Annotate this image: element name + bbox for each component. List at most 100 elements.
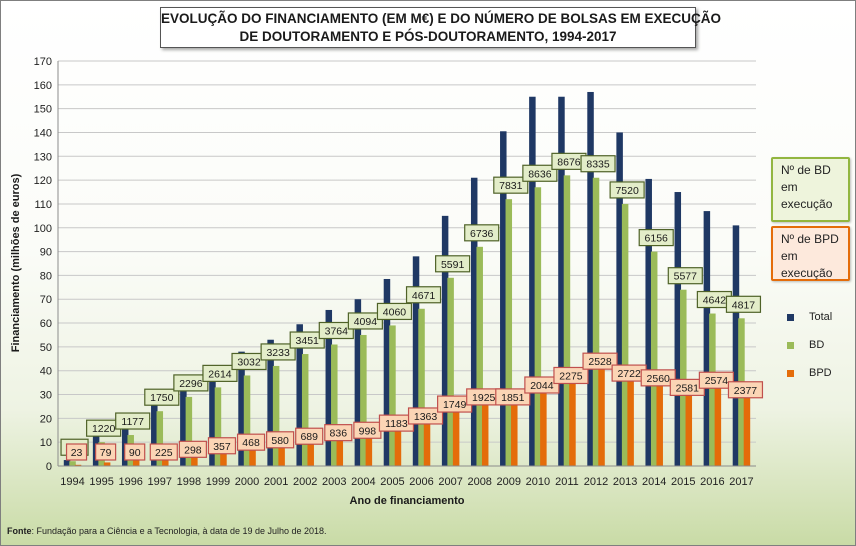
bpd-count-label: 23 (71, 447, 83, 459)
bpd-count-label: 1183 (385, 418, 408, 430)
bd-count-label-box (318, 321, 354, 340)
bpd-count-label-box (495, 388, 531, 406)
bd-count-label: 2614 (208, 368, 232, 380)
bd-count-label: 1750 (150, 392, 174, 404)
x-tick-label: 2008 (467, 476, 491, 488)
bar-bpd (714, 380, 722, 466)
bar-bd (418, 308, 425, 466)
bd-count-label: 4671 (412, 290, 436, 302)
bar-total (587, 91, 594, 467)
bd-count-label-box (376, 302, 413, 321)
bar-bd (156, 411, 164, 466)
bar-bd (476, 246, 483, 466)
bar-bd (650, 251, 658, 466)
bpd-count-label-box (295, 427, 324, 445)
bar-bpd (511, 396, 518, 466)
source-note: Fonte: Fundação para a Ciência e a Tecno… (7, 526, 327, 536)
legend-label-bd: BD (809, 339, 825, 351)
bd-count-label: 7831 (499, 180, 523, 192)
bar-bpd (307, 436, 314, 466)
bar-bpd (598, 361, 605, 466)
bpd-count-label-box (553, 366, 589, 385)
bar-total (616, 132, 623, 466)
bar-bd (592, 177, 600, 466)
bar-bd (621, 203, 629, 467)
y-tick-label: 90 (40, 247, 52, 259)
bpd-count-label: 998 (359, 425, 377, 437)
y-tick-label: 0 (46, 461, 52, 473)
bd-count-label-box (202, 364, 238, 382)
bpd-count-label: 90 (129, 447, 141, 459)
chart-title-line-1: EVOLUÇÃO DO FINANCIAMENTO (EM M€) E DO N… (161, 11, 722, 26)
legend-label-bpd: BPD (809, 367, 832, 379)
x-tick-label: 2009 (497, 476, 521, 488)
x-tick-label: 2005 (380, 476, 404, 488)
bd-count-label: 3032 (237, 356, 261, 368)
bar-bpd (103, 462, 111, 466)
chart-title-line-2: DE DOUTORAMENTO E PÓS-DOUTORAMENTO, 1994… (239, 29, 617, 44)
bar-total (180, 380, 187, 466)
bar-bpd (481, 396, 489, 466)
bpd-count-label-box (640, 369, 676, 387)
x-tick-label: 2015 (671, 476, 695, 488)
bd-count-label-box (464, 224, 500, 242)
bar-bd (243, 375, 251, 466)
bar-bpd (394, 423, 402, 466)
source-text: : Fundação para a Ciência e a Tecnologia… (31, 526, 327, 536)
bpd-count-label-box (524, 376, 560, 394)
y-tick-label: 10 (40, 437, 52, 449)
bd-count-label: 5577 (674, 271, 698, 283)
bpd-count-label-box (236, 433, 266, 451)
bar-total (325, 309, 333, 466)
y-tick-label: 70 (40, 294, 52, 306)
bpd-count-label: 2581 (676, 382, 700, 394)
bd-count-label: 8335 (586, 159, 610, 171)
bar-total (500, 131, 507, 466)
bar-bd (709, 313, 716, 466)
bpd-count-label: 1851 (501, 392, 525, 404)
bar-total (383, 278, 391, 466)
bd-count-label: 8676 (557, 156, 581, 168)
x-tick-label: 2014 (642, 476, 666, 488)
x-tick-label: 2016 (700, 476, 724, 488)
x-tick-label: 1994 (60, 476, 84, 488)
bpd-count-label: 580 (271, 435, 289, 447)
bpd-count-label: 2528 (588, 356, 612, 368)
bd-count-label: 6736 (470, 228, 494, 240)
bpd-count-label: 1749 (443, 399, 467, 411)
bpd-count-label: 2574 (705, 375, 729, 387)
bd-count-label: 3764 (325, 326, 349, 338)
bar-total (645, 178, 652, 467)
y-tick-label: 130 (34, 151, 52, 163)
bpd-callout: Nº de BPD em execução (771, 226, 850, 281)
bar-total (529, 96, 536, 466)
bar-bpd (423, 415, 431, 466)
bd-count-label-box (725, 295, 762, 313)
bar-total (267, 339, 274, 466)
bpd-count-label-box (324, 424, 353, 442)
bd-count-label-box (289, 331, 325, 349)
bpd-count-label-box (124, 443, 146, 461)
bpd-count-label: 2044 (530, 380, 554, 392)
x-tick-label: 1999 (206, 476, 230, 488)
bar-total (732, 225, 740, 466)
bd-count-label: 1220 (92, 423, 116, 435)
bd-count-label: 4642 (703, 295, 727, 307)
bd-count-label: 5591 (441, 259, 465, 271)
x-tick-label: 2006 (409, 476, 433, 488)
bar-bpd (743, 389, 751, 466)
bd-count-label: 3451 (296, 335, 320, 347)
bd-count-label-box (347, 312, 383, 330)
bpd-count-label: 689 (300, 431, 318, 443)
bar-total (209, 367, 216, 466)
bar-bpd (452, 404, 460, 466)
bar-bpd (365, 430, 373, 466)
y-tick-label: 140 (34, 127, 52, 139)
bar-total (703, 211, 711, 466)
bd-count-label: 4817 (732, 299, 756, 311)
bpd-count-label: 2560 (647, 373, 671, 385)
bpd-count-label: 79 (100, 447, 112, 459)
bd-count-label-box (667, 267, 703, 285)
bar-bpd (278, 439, 285, 466)
